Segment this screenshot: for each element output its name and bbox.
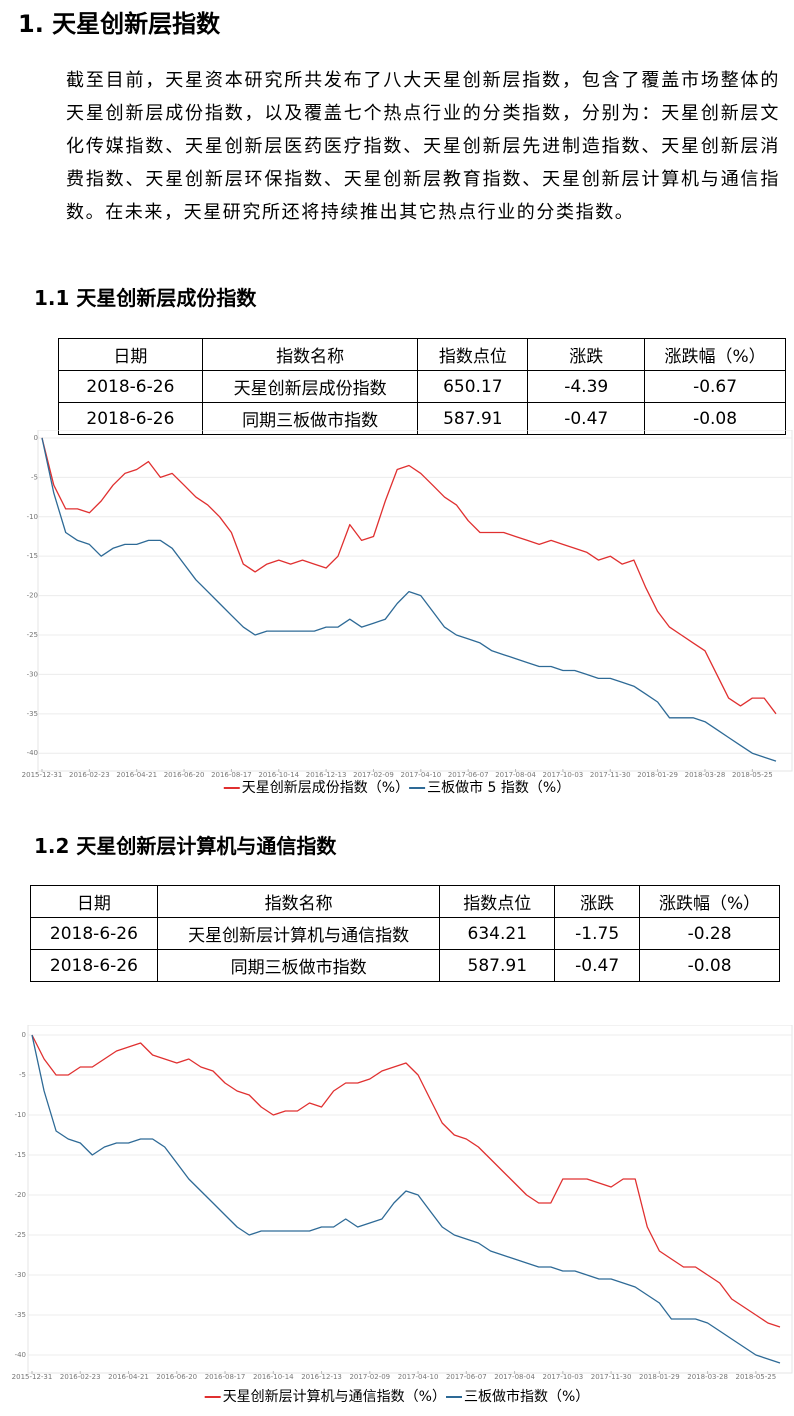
series-line	[41, 437, 777, 715]
x-tick-label: 2016-08-17	[211, 771, 252, 779]
table: 日期 指数名称 指数点位 涨跌 涨跌幅（%） 2018-6-26 天星创新层成份指数 650…	[58, 338, 786, 435]
x-tick-label: 2018-03-28	[685, 771, 726, 779]
x-tick-label: 2016-04-21	[108, 1373, 149, 1381]
legend-label: 三板做市 5 指数（%）	[427, 779, 570, 796]
header-cell: 指数名称	[201, 338, 419, 371]
section-title: 1.1 天星创新层成份指数	[34, 286, 257, 310]
y-tick-label: -15	[15, 1151, 26, 1159]
x-tick-label: 2018-03-28	[687, 1373, 728, 1381]
cell: 2018-6-26	[30, 917, 158, 950]
header-cell: 涨跌	[527, 338, 646, 371]
y-tick-label: -35	[15, 1311, 26, 1319]
y-tick-label: -40	[15, 1351, 26, 1359]
header-cell: 涨跌幅（%）	[639, 885, 780, 918]
x-tick-label: 2015-12-31	[12, 1373, 53, 1381]
x-tick-label: 2017-06-07	[446, 1373, 487, 1381]
x-tick-label: 2016-12-13	[306, 771, 347, 779]
plot-frame	[37, 430, 793, 772]
header-cell: 涨跌	[554, 885, 641, 918]
header-cell: 指数名称	[156, 885, 441, 918]
x-tick-label: 2016-10-14	[253, 1373, 294, 1381]
y-tick-label: -20	[15, 1191, 26, 1199]
cell: -0.47	[554, 949, 641, 982]
x-tick-label: 2017-10-03	[542, 1373, 583, 1381]
x-tick-label: 2016-10-14	[258, 771, 299, 779]
header-cell: 涨跌幅（%）	[644, 338, 786, 371]
x-tick-label: 2016-06-20	[164, 771, 205, 779]
y-tick-label: 0	[34, 434, 38, 442]
series-line	[41, 437, 777, 762]
cell: 天星创新层成份指数	[201, 370, 419, 403]
x-tick-label: 2017-11-30	[591, 1373, 632, 1381]
y-tick-label: -15	[27, 552, 38, 560]
x-tick-label: 2018-01-29	[639, 1373, 680, 1381]
cell: 634.21	[439, 917, 556, 950]
legend-label: 三板做市指数（%）	[464, 1388, 589, 1405]
x-tick-label: 2018-05-25	[732, 771, 773, 779]
y-tick-label: -40	[27, 749, 38, 757]
heading: 1. 天星创新层指数	[18, 10, 221, 38]
paragraph: 截至目前，天星资本研究所共发布了八大天星创新层指数，包含了覆盖市场整体的天星创新…	[66, 70, 780, 223]
cell: -4.39	[527, 370, 646, 403]
x-tick-label: 2016-12-13	[301, 1373, 342, 1381]
chart: 0 -5 -10 -15 -20 -25 -30 -35 -40 2015-12-31 2016-0…	[22, 430, 793, 796]
cell: 2018-6-26	[58, 370, 203, 403]
y-tick-label: -30	[15, 1271, 26, 1279]
table: 日期 指数名称 指数点位 涨跌 涨跌幅（%） 2018-6-26 天星创新层计算机与通信指…	[30, 885, 780, 982]
y-tick-label: -20	[27, 592, 38, 600]
cell: 2018-6-26	[30, 949, 158, 982]
y-tick-label: 0	[22, 1031, 26, 1039]
x-tick-label: 2016-08-17	[205, 1373, 246, 1381]
x-tick-label: 2018-05-25	[736, 1373, 777, 1381]
y-tick-label: -25	[15, 1231, 26, 1239]
cell: 天星创新层计算机与通信指数	[156, 917, 441, 950]
y-tick-label: -25	[27, 631, 38, 639]
x-tick-label: 2017-11-30	[590, 771, 631, 779]
section-title: 1.2 天星创新层计算机与通信指数	[34, 834, 337, 858]
x-tick-label: 2017-04-10	[400, 771, 441, 779]
x-tick-label: 2016-02-23	[60, 1373, 101, 1381]
series-line	[31, 1034, 781, 1364]
x-tick-label: 2016-06-20	[156, 1373, 197, 1381]
x-tick-label: 2016-04-21	[116, 771, 157, 779]
cell: 650.17	[417, 370, 529, 403]
x-tick-label: 2016-02-23	[69, 771, 110, 779]
x-tick-label: 2017-04-10	[398, 1373, 439, 1381]
cell: -1.75	[554, 917, 641, 950]
cell: -0.08	[639, 949, 780, 982]
cell: 同期三板做市指数	[156, 949, 441, 982]
legend-label: 天星创新层计算机与通信指数（%）	[223, 1389, 446, 1405]
y-tick-label: -35	[27, 710, 38, 718]
x-tick-label: 2018-01-29	[637, 771, 678, 779]
y-tick-label: -5	[19, 1071, 26, 1079]
legend-label: 天星创新层成份指数（%）	[242, 780, 409, 796]
x-tick-label: 2017-10-03	[543, 771, 584, 779]
x-tick-label: 2015-12-31	[22, 771, 63, 779]
x-tick-label: 2017-02-09	[349, 1373, 390, 1381]
y-tick-label: -10	[15, 1111, 26, 1119]
y-tick-label: -5	[31, 473, 38, 481]
x-tick-label: 2017-08-04	[494, 1373, 535, 1381]
cell: 587.91	[439, 949, 556, 982]
cell: -0.67	[644, 370, 786, 403]
x-tick-label: 2017-06-07	[448, 771, 489, 779]
cell: -0.28	[639, 917, 780, 950]
header-cell: 日期	[58, 338, 203, 371]
x-tick-label: 2017-02-09	[353, 771, 394, 779]
y-tick-label: -10	[27, 513, 38, 521]
x-tick-label: 2017-08-04	[495, 771, 536, 779]
y-tick-label: -30	[27, 670, 38, 678]
header-cell: 指数点位	[439, 885, 556, 918]
header-cell: 日期	[30, 885, 158, 918]
plot-frame	[27, 1025, 793, 1374]
chart: 0 -5 -10 -15 -20 -25 -30 -35 -40 2015-12-31 2016-0…	[12, 1025, 793, 1405]
header-cell: 指数点位	[417, 338, 529, 371]
series-line	[31, 1034, 781, 1328]
